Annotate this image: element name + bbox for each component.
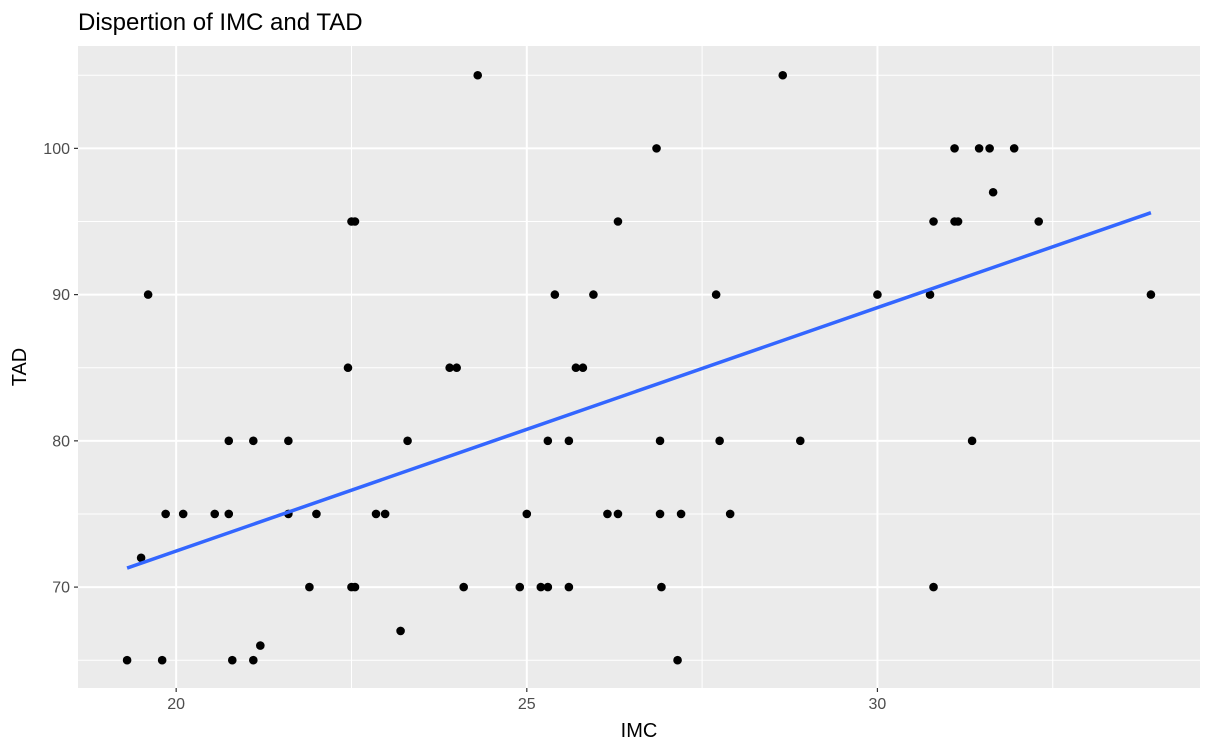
data-point <box>725 509 735 519</box>
data-point <box>473 70 483 80</box>
data-point <box>157 655 167 665</box>
data-point <box>1146 290 1156 299</box>
data-point <box>445 363 454 373</box>
x-tick-label: 20 <box>167 696 185 713</box>
data-point <box>564 582 574 592</box>
data-point <box>284 436 293 446</box>
data-point <box>550 290 560 299</box>
data-point <box>578 363 588 373</box>
data-point <box>778 70 788 80</box>
trend-line <box>126 211 1152 570</box>
y-tick-label: 70 <box>52 580 70 597</box>
data-point <box>380 509 390 519</box>
data-point <box>343 363 353 373</box>
data-point <box>249 436 258 446</box>
y-tick-label: 100 <box>43 141 70 158</box>
data-point <box>613 509 623 519</box>
data-point <box>350 582 360 592</box>
data-point <box>371 509 381 519</box>
trend-line-group <box>126 211 1152 570</box>
data-point <box>657 582 666 592</box>
data-point <box>673 655 682 665</box>
x-axis-title: IMC <box>621 720 658 742</box>
data-point <box>161 509 170 519</box>
data-point <box>178 509 188 519</box>
data-point <box>536 582 546 592</box>
data-point <box>256 641 265 650</box>
data-point <box>227 655 237 665</box>
y-axis-ticks: 70 80 90 100 <box>43 141 78 597</box>
data-point <box>950 144 959 153</box>
x-axis-ticks: 20 25 30 <box>167 688 886 713</box>
data-point <box>564 436 574 446</box>
chart-title: Dispertion of IMC and TAD <box>78 9 363 36</box>
data-point <box>350 217 360 226</box>
data-point <box>249 655 258 665</box>
data-point <box>143 290 153 299</box>
x-tick-label: 30 <box>869 696 887 713</box>
data-point <box>459 582 468 592</box>
data-point <box>224 509 234 519</box>
data-point <box>711 290 721 299</box>
data-point <box>974 144 984 153</box>
data-point <box>312 509 321 519</box>
data-point <box>571 363 581 373</box>
data-point <box>224 436 234 446</box>
data-point <box>1009 144 1019 153</box>
data-point <box>676 509 686 519</box>
data-point <box>603 509 612 519</box>
data-point <box>515 582 525 592</box>
data-point <box>1034 217 1044 226</box>
data-point <box>403 436 412 446</box>
y-tick-label: 80 <box>52 433 70 450</box>
data-point <box>985 144 994 153</box>
data-point <box>795 436 805 446</box>
grid-minor <box>78 46 1200 688</box>
data-point <box>210 509 220 519</box>
data-point <box>543 436 553 446</box>
plot-panel <box>78 46 1200 688</box>
data-point <box>452 363 461 373</box>
data-point <box>396 626 405 636</box>
data-point <box>953 217 963 226</box>
data-point <box>929 582 938 592</box>
x-tick-label: 25 <box>518 696 536 713</box>
data-point <box>613 217 623 226</box>
data-point <box>655 509 665 519</box>
data-point <box>655 436 665 446</box>
y-tick-label: 90 <box>52 287 70 304</box>
data-point <box>522 509 532 519</box>
data-point <box>988 187 998 197</box>
y-axis-title: TAD <box>9 348 31 387</box>
data-point <box>305 582 314 592</box>
data-point <box>136 553 146 563</box>
data-point <box>543 582 553 592</box>
data-point <box>122 655 132 665</box>
data-point <box>715 436 724 446</box>
data-point <box>652 144 661 153</box>
data-point <box>967 436 977 446</box>
data-point <box>873 290 882 299</box>
data-point <box>925 290 935 299</box>
data-point <box>929 217 938 226</box>
data-point <box>589 290 598 299</box>
